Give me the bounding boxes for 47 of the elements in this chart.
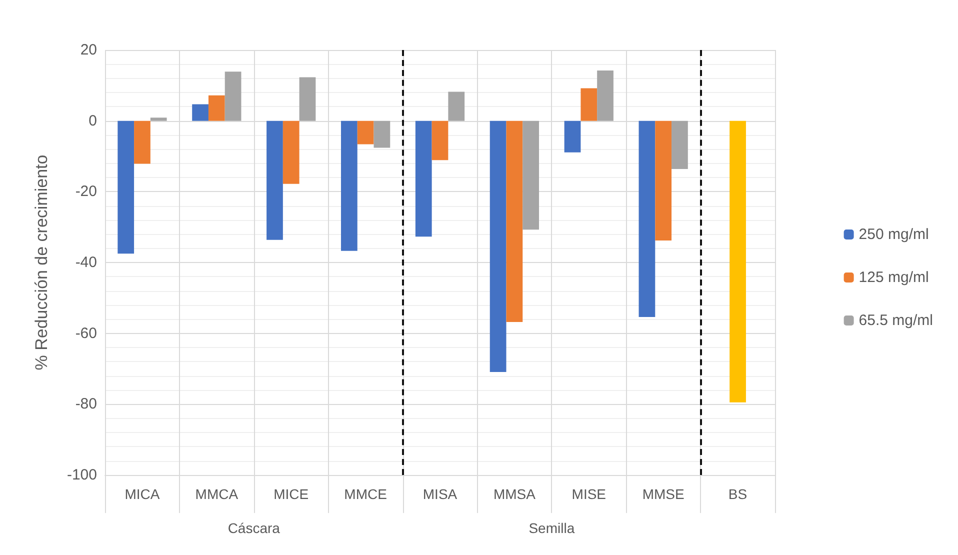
x-tick-label: MICE	[274, 486, 309, 502]
bar	[597, 70, 614, 121]
bar	[655, 120, 672, 241]
x-tick-label: BS	[728, 486, 748, 502]
bar	[299, 77, 316, 121]
x-tick-label: MISA	[422, 486, 458, 502]
legend-label: 250 mg/ml	[858, 226, 929, 243]
bar	[224, 72, 242, 121]
bar	[506, 120, 523, 322]
bar	[522, 120, 540, 230]
x-tick-label: MMSE	[642, 486, 684, 502]
bar	[730, 120, 746, 402]
bar	[432, 120, 448, 160]
text: Cáscara	[228, 520, 280, 536]
x-tick-label: MMSA	[493, 486, 536, 502]
bar	[415, 120, 432, 237]
y-tick-label: 20	[80, 42, 97, 58]
y-tick-label: -60	[75, 324, 97, 342]
bar	[448, 92, 465, 121]
bar	[490, 120, 506, 372]
bar	[564, 120, 581, 152]
bar	[266, 120, 283, 240]
bar	[192, 104, 208, 121]
bar	[357, 120, 374, 144]
bar	[208, 95, 225, 121]
y-tick-label: -100	[66, 466, 97, 484]
bar	[580, 88, 598, 121]
x-tick-label: MISE	[572, 486, 606, 502]
bar	[134, 120, 150, 164]
bar	[672, 120, 688, 169]
x-tick-label: MMCA	[195, 486, 239, 502]
x-tick-label: MMCE	[344, 486, 387, 502]
text: Semilla	[528, 520, 575, 536]
y-tick-label: 0	[88, 112, 97, 130]
bar	[638, 120, 656, 318]
y-tick-label: -80	[75, 396, 97, 413]
y-tick-label: -40	[75, 254, 97, 271]
bar	[282, 120, 300, 184]
bar	[340, 120, 358, 251]
legend-label: 125 mg/ml	[858, 269, 929, 286]
legend-label: 65.5 mg/ml	[858, 312, 934, 329]
x-tick-label: MICA	[124, 486, 160, 502]
y-axis-title: % Reducción de crecimiento	[32, 154, 51, 370]
bar	[150, 118, 167, 121]
y-tick-label: -20	[75, 183, 97, 200]
bar	[118, 120, 134, 254]
bar	[374, 120, 390, 148]
